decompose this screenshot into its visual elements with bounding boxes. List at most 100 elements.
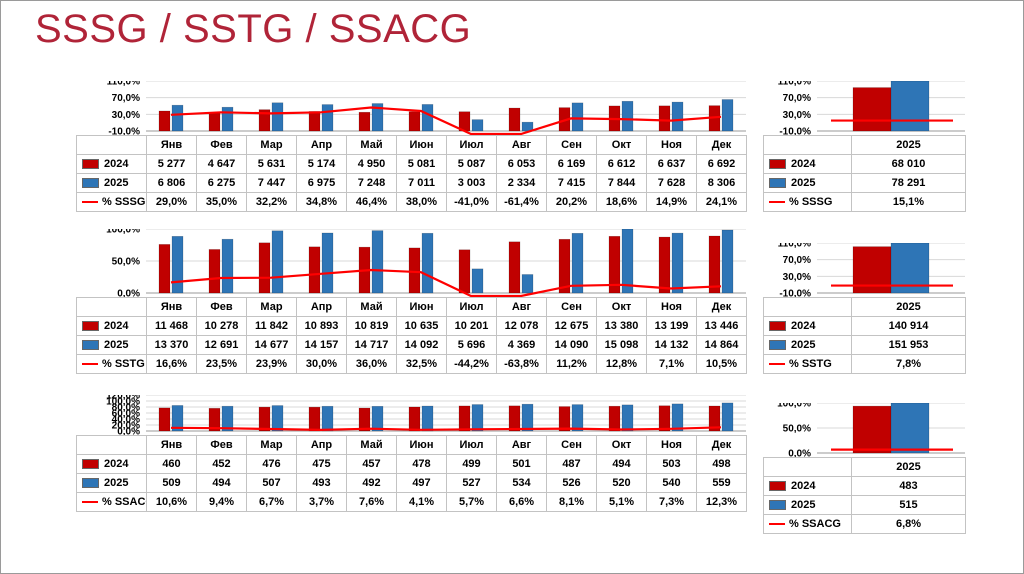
value-cell: 9,4% — [196, 492, 247, 512]
ssacg-monthly-table: Янв Фев Мар Апр Май Июн Июл Авг Сен Окт Ноя Дек 2024… — [76, 435, 747, 512]
month-header-cell: Май — [346, 135, 397, 155]
value-cell: 526 — [546, 473, 597, 493]
bar-2025 — [371, 230, 384, 294]
bar-2025 — [271, 102, 284, 132]
axis-tick-label: 0,0% — [117, 427, 140, 436]
bar-2025 — [221, 106, 234, 132]
month-header-cell: Дек — [696, 297, 747, 317]
bar-2025 — [321, 232, 334, 294]
bar-2024 — [558, 238, 571, 294]
value-cell: -63,8% — [496, 354, 547, 374]
value-cell: 507 — [246, 473, 297, 493]
bar-2024 — [658, 105, 671, 132]
bar-2025 — [471, 119, 484, 132]
value-cell: 5 277 — [146, 154, 197, 174]
value-cell: 5 081 — [396, 154, 447, 174]
value-cell: 3 003 — [446, 173, 497, 193]
bar-2024 — [208, 113, 221, 132]
month-header-cell: Июл — [446, 435, 497, 455]
value-cell: 492 — [346, 473, 397, 493]
axis-tick-label: 0,0% — [117, 289, 140, 298]
sstg-summary-chart: 110,0% 70,0% 30,0% -10,0% — [778, 243, 965, 297]
legend-label: 2024 — [791, 320, 816, 332]
value-cell: 35,0% — [196, 192, 247, 212]
legend: % SSACG — [765, 518, 851, 530]
legend-cell-SSTG: % SSTG — [763, 354, 852, 374]
legend: % SSSG — [765, 196, 851, 208]
legend-label: 2024 — [104, 458, 129, 470]
legend: 2025 — [78, 477, 146, 489]
bar-2025 — [221, 405, 234, 432]
bar-2024 — [308, 111, 321, 132]
slide-title: SSSG / SSTG / SSACG — [35, 7, 472, 51]
bar-2024 — [408, 406, 421, 432]
axis-tick-label: -10,0% — [108, 127, 140, 136]
bar-2025 — [171, 104, 184, 132]
month-header-cell: Сен — [546, 435, 597, 455]
legend: % SSTG — [765, 358, 851, 370]
bar-2024 — [708, 405, 721, 432]
legend-cell-SSTG: % SSTG — [76, 354, 147, 374]
legend: 2024 — [78, 458, 146, 470]
bar-2024 — [658, 236, 671, 294]
month-header-cell: Дек — [696, 135, 747, 155]
value-cell: 10 635 — [396, 316, 447, 336]
axis-tick-label: 50,0% — [112, 257, 140, 268]
month-header-cell: Сен — [546, 297, 597, 317]
value-cell: 8 306 — [696, 173, 747, 193]
bar-2024 — [508, 107, 521, 132]
sssg-summary-chart: 110,0% 70,0% 30,0% -10,0% — [778, 81, 965, 135]
legend-spacer-cell — [763, 457, 852, 477]
summary-bar-2024 — [852, 405, 892, 454]
bar-2024 — [158, 110, 171, 132]
value-cell: 457 — [346, 454, 397, 474]
value-cell: 509 — [146, 473, 197, 493]
bar-2025 — [421, 405, 434, 432]
value-cell: 487 — [546, 454, 597, 474]
value-cell: 5,1% — [596, 492, 647, 512]
value-cell: 13 370 — [146, 335, 197, 355]
sssg-summary-table: 2025 2024 68 010 2025 78 291% SSSG 15,1% — [763, 135, 966, 212]
sssg-summary-block: 110,0% 70,0% 30,0% -10,0% 2025 2024 68 010 202… — [763, 81, 966, 212]
bar-2025 — [321, 104, 334, 132]
value-cell: 32,5% — [396, 354, 447, 374]
legend-label: 2025 — [791, 177, 816, 189]
value-cell: -41,0% — [446, 192, 497, 212]
axis-tick-label: 110,0% — [778, 243, 811, 250]
month-header-cell: Окт — [596, 135, 647, 155]
legend: % SSACG — [78, 496, 146, 508]
summary-value-cell: 78 291 — [851, 173, 966, 193]
value-cell: 498 — [696, 454, 747, 474]
legend-cell-2025: 2025 — [76, 473, 147, 493]
line-legend-icon — [82, 363, 98, 365]
value-cell: 11 842 — [246, 316, 297, 336]
legend-cell-2025: 2025 — [76, 335, 147, 355]
month-header-cell: Окт — [596, 297, 647, 317]
axis-tick-label: 30,0% — [783, 110, 811, 121]
bar-2025 — [621, 100, 634, 132]
axis-tick-label: 70,0% — [112, 93, 140, 104]
legend-cell-2024: 2024 — [76, 316, 147, 336]
value-cell: 476 — [246, 454, 297, 474]
month-header-cell: Мар — [246, 135, 297, 155]
legend: % SSSG — [78, 196, 146, 208]
month-header-cell: Авг — [496, 135, 547, 155]
month-header-cell: Июл — [446, 297, 497, 317]
month-header-cell: Дек — [696, 435, 747, 455]
month-header-cell: Июн — [396, 297, 447, 317]
value-cell: 7,3% — [646, 492, 697, 512]
legend-label: % SSTG — [102, 358, 145, 370]
axis-tick-label: 20,0% — [112, 421, 140, 432]
axis-tick-label: 50,0% — [783, 424, 811, 435]
month-header-cell: Окт — [596, 435, 647, 455]
month-header-cell: Ноя — [646, 135, 697, 155]
value-cell: 24,1% — [696, 192, 747, 212]
bar-2024 — [558, 406, 571, 432]
value-cell: 2 334 — [496, 173, 547, 193]
bar-2024 — [258, 406, 271, 432]
summary-value-cell: 6,8% — [851, 514, 966, 534]
value-cell: 14 132 — [646, 335, 697, 355]
legend-cell-2024: 2024 — [763, 154, 852, 174]
bar-2025 — [471, 404, 484, 432]
summary-year-header-cell: 2025 — [851, 135, 966, 155]
